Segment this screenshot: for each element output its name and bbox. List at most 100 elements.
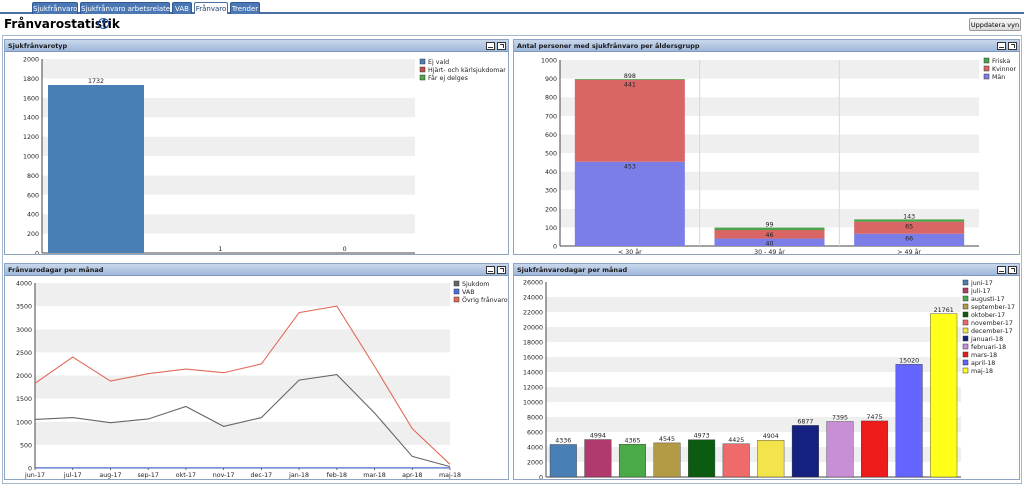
grid-band (546, 327, 961, 342)
grid-band (546, 342, 961, 357)
y-tick-label: 20000 (523, 325, 543, 332)
legend-entry: augusti-17 (971, 296, 1005, 303)
legend-swatch (962, 295, 969, 302)
y-tick-label: 16000 (523, 355, 543, 362)
data-label: 143 (903, 213, 915, 220)
legend-entry: februari-18 (971, 344, 1006, 351)
panel-title: Sjukfrånvarodagar per månad (517, 266, 628, 274)
series-line-1 (34, 373, 451, 468)
grid-band (560, 60, 979, 79)
help-icon[interactable]: ? (98, 18, 109, 29)
y-tick-label: 0 (553, 244, 557, 251)
legend-swatch (453, 288, 460, 295)
data-label: 46 (765, 232, 773, 239)
x-tick-label: dec-17 (251, 472, 273, 479)
stack-segment (854, 219, 965, 222)
y-tick-label: 300 (545, 188, 557, 195)
tab-sjukfranvaro[interactable]: Sjukfrånvaro (32, 2, 78, 14)
tab-trender[interactable]: Trender (230, 2, 260, 14)
data-label: 4336 (555, 437, 571, 444)
bar-8 (791, 425, 819, 478)
minimize-icon[interactable] (997, 42, 1006, 50)
update-view-button[interactable]: Uppdatera vyn (969, 18, 1021, 31)
tab-bar: Sjukfrånvaro Sjukfrånvaro arbetsrelatera… (0, 0, 1024, 14)
legend-swatch (962, 327, 969, 334)
y-tick-label: 3000 (16, 327, 32, 334)
stack-segment (714, 238, 825, 246)
data-label: 66 (905, 236, 913, 243)
tab-vab[interactable]: VAB (172, 2, 192, 14)
y-tick-label: 2500 (16, 350, 32, 357)
legend-entry: juni-17 (970, 280, 993, 287)
legend-entry: Män (992, 74, 1005, 81)
x-tick-label: > 49 år (897, 247, 921, 255)
bar-12 (930, 313, 958, 478)
x-tick-label: nov-17 (213, 472, 235, 479)
y-tick-label: 1000 (541, 58, 557, 65)
minimize-icon[interactable] (486, 42, 495, 50)
expand-icon[interactable] (497, 42, 506, 50)
chart-sjukfranvarotyp: 0 200 400 600 800 1000 1200 1400 1600 1800 2000 173… (23, 57, 506, 255)
data-label: 7395 (832, 415, 848, 422)
legend-swatch (419, 66, 426, 73)
dashboard-area (2, 35, 1022, 484)
y-tick-label: 2000 (16, 373, 32, 380)
legend-swatch (419, 74, 426, 81)
x-tick-label: < 30 år (618, 247, 642, 255)
bar-1 (549, 444, 577, 478)
stack-segment (574, 79, 685, 162)
series-line-3 (34, 305, 451, 465)
expand-icon[interactable] (497, 266, 506, 274)
y-tick-label: 1400 (23, 115, 39, 122)
legend-entry: Ej vald (428, 59, 449, 66)
data-label: 1 (218, 246, 222, 253)
minimize-icon[interactable] (997, 266, 1006, 274)
legend-swatch (962, 335, 969, 342)
legend-swatch (962, 311, 969, 318)
grid-band (35, 444, 450, 468)
chart-aldersgrupp: 0 100 200 300 400 500 600 700 800 900 1000 453 441 89… (541, 57, 1016, 255)
x-tick-label: okt-17 (176, 472, 196, 479)
y-tick-label: 1800 (23, 76, 39, 83)
legend-swatch (962, 287, 969, 294)
y-tick-label: 400 (545, 169, 557, 176)
expand-icon[interactable] (1008, 266, 1017, 274)
y-tick-label: 800 (545, 95, 557, 102)
data-label: 7475 (867, 414, 883, 421)
data-label: 898 (624, 73, 636, 80)
x-tick-label: jun-17 (24, 472, 45, 479)
bar-6 (722, 443, 750, 478)
chart-sjukfranvarodagar: 0 2000 4000 6000 8000 10000 12000 14000 16000 180… (523, 280, 1015, 480)
y-tick-label: 200 (27, 231, 39, 238)
data-label: 0 (343, 246, 347, 253)
grid-band (35, 375, 450, 399)
legend-swatch (419, 58, 426, 65)
grid-band (546, 387, 961, 402)
grid-band (546, 432, 961, 447)
tab-franvaro[interactable]: Frånvaro (194, 2, 228, 14)
y-tick-label: 2000 (527, 460, 543, 467)
legend-entry: Hjärt- och kärlsjukdomar (428, 67, 506, 74)
legend-entry: oktober-17 (971, 312, 1005, 319)
data-label: 4904 (763, 433, 779, 440)
expand-icon[interactable] (1008, 42, 1017, 50)
bar-10 (861, 420, 889, 478)
y-tick-label: 18000 (523, 340, 543, 347)
tab-sjukfranvaro-arbetsrelaterat[interactable]: Sjukfrånvaro arbetsrelaterat (80, 2, 180, 14)
y-tick-label: 12000 (523, 385, 543, 392)
y-tick-label: 1200 (23, 134, 39, 141)
bar-2 (584, 439, 612, 478)
bar-4 (653, 442, 681, 478)
data-label: 4425 (728, 437, 744, 444)
legend-swatch (983, 57, 990, 64)
x-tick-label: jan-18 (288, 472, 309, 479)
panel-title: Antal personer med sjukfrånvaro per ålde… (517, 42, 700, 50)
data-label: 4973 (694, 433, 710, 440)
y-tick-label: 0 (28, 466, 32, 473)
legend-entry: Kvinnor (992, 66, 1016, 73)
minimize-icon[interactable] (486, 266, 495, 274)
legend-entry: april-18 (971, 360, 995, 367)
y-tick-label: 500 (20, 442, 32, 449)
data-label: 40 (765, 241, 773, 248)
panel-aldersgrupp: Antal personer med sjukfrånvaro per ålde… (513, 39, 1020, 255)
